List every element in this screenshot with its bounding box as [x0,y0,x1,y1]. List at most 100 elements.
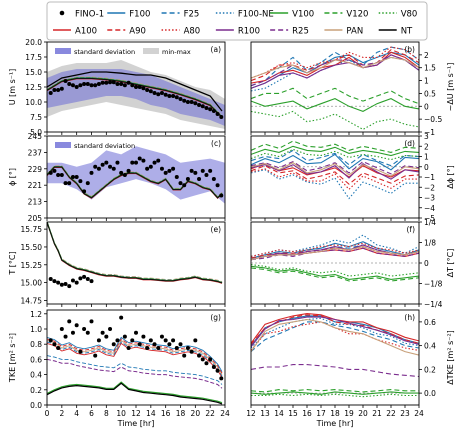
obs-point [56,280,61,285]
obs-point [59,327,64,331]
obs-point [193,170,198,175]
series-line-a80 [251,46,419,79]
y-tick-label: 0.6 [424,318,436,327]
obs-point [59,282,64,287]
y-tick-label: 7.5 [30,113,42,122]
band-legend-label: min-max [162,48,191,56]
obs-point [159,91,164,95]
obs-point [163,92,168,97]
obs-point [93,83,98,88]
x-tick-label: 23 [400,409,410,418]
obs-point [182,353,187,358]
legend-label: V120 [346,10,368,20]
obs-point [48,277,53,282]
y-tick-label: 15.50 [21,243,43,252]
panel-letter: (g) [210,313,221,322]
y-tick-label: 0.8 [30,340,42,349]
model-line-nt [47,382,223,405]
series-line-r25 [251,54,419,87]
plot-area [251,234,419,282]
y-tick-label: 14.75 [21,296,43,305]
obs-point [104,334,109,339]
obs-point [126,346,131,350]
x-tick-label: 17 [316,409,326,418]
obs-point [52,88,57,92]
obs-point [63,79,68,83]
model-line-high [47,336,223,372]
obs-point [59,86,64,91]
obs-point [78,276,83,281]
obs-point [93,353,98,358]
series-line-v80 [251,110,419,131]
obs-point [108,80,113,85]
obs-point [70,175,75,179]
legend-label: F100-NE [238,10,274,20]
y-tick-label: 1 [424,153,429,162]
y-tick-label: 1/8 [424,239,436,248]
panel-letter: (h) [404,313,415,322]
chart-panels: 5.07.510.012.515.017.520.0U [m s⁻¹](a)st… [8,38,455,428]
panel-letter: (c) [211,139,221,148]
obs-point [134,85,138,89]
plot-area [251,313,419,398]
obs-point [78,349,83,354]
obs-point [185,177,190,182]
x-tick-label: 14 [274,409,284,418]
y-tick-label: −1/4 [424,300,443,309]
y-tick-label: −1/8 [424,280,443,289]
obs-point [167,94,172,98]
series-line-r100 [251,316,419,348]
obs-point [215,368,220,373]
obs-point [104,80,109,85]
series-line-v120 [251,267,419,282]
x-tick-label: 8 [104,409,109,418]
obs-point [148,164,153,169]
series-line-a80 [251,242,419,257]
plot-area [47,315,224,405]
obs-point [70,278,75,283]
series-line-v100 [251,145,419,157]
obs-point [182,98,187,103]
obs-point [111,80,116,85]
panel-letter: (e) [211,225,222,234]
model-line-high [47,338,223,374]
obs-point [78,179,83,184]
obs-point [178,181,183,186]
y-tick-label: 12.5 [25,83,42,92]
x-tick-label: 16 [302,409,312,418]
obs-point [171,338,176,343]
series-line-v100 [251,391,419,395]
obs-point [167,342,172,347]
x-tick-label: 15 [288,409,298,418]
obs-point [63,282,68,287]
obs-point [174,95,179,100]
y-tick-label: 0.2 [30,386,42,395]
obs-point [96,338,101,343]
panel-a: 5.0 7.5 10.0 12.5 15.0 17.5 20.0 U [m s⁻¹] (a) st… [8,38,226,137]
obs-point [59,172,64,177]
y-tick-label: 0 [424,259,429,268]
obs-point [56,88,61,92]
y-axis-label: TKE [m² s⁻²] [8,333,17,383]
obs-point [89,83,94,88]
obs-point [178,342,183,347]
y-tick-label: 1.2 [30,310,42,319]
model-line-base [47,77,223,118]
model-line-high [47,341,223,377]
obs-point [70,83,75,88]
legend-entry-f25: F25 [161,10,199,20]
panel-letter: (f) [407,225,416,234]
x-tick-label: 18 [176,409,186,418]
y-tick-label: −5 [424,214,435,223]
model-line [47,222,223,284]
obs-point [82,189,87,194]
obs-point [70,330,75,335]
legend-entry-f100: F100 [107,10,150,20]
figure-legend: FINO-1 F100 F25 F100-NE V100 V120 V80 A100 A90 A8… [46,1,428,41]
series-line-a80 [251,321,419,351]
plot-area [47,222,223,289]
x-tick-label: 6 [89,409,94,418]
obs-point [200,168,205,173]
x-tick-label: 20 [191,409,201,418]
obs-point [167,168,172,173]
